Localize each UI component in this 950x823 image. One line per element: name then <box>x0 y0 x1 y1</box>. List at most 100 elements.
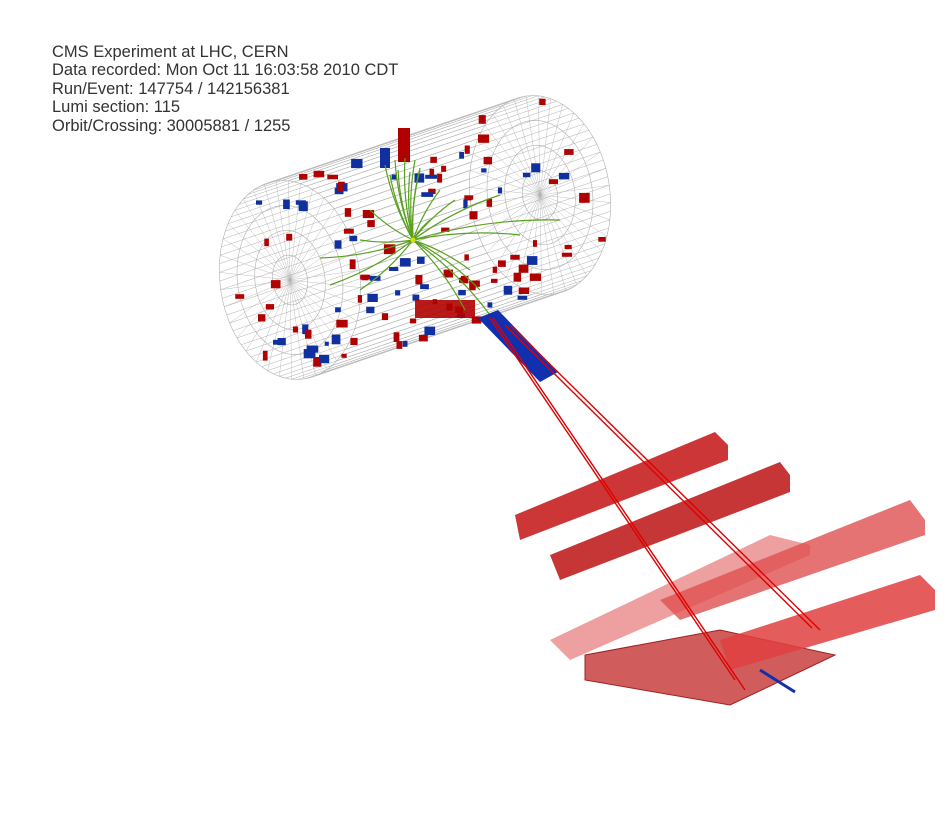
track <box>412 239 481 291</box>
track <box>412 194 501 241</box>
endcap-spoke <box>289 279 337 361</box>
hcal-deposit <box>463 199 468 209</box>
barrel-line <box>300 98 551 184</box>
endcap-spoke <box>470 194 541 205</box>
barrel-line <box>360 210 611 297</box>
track <box>412 239 491 316</box>
ecal-deposit <box>486 198 493 207</box>
hcal-deposit <box>497 187 503 194</box>
endcap-spoke <box>539 194 542 295</box>
track <box>397 169 414 241</box>
endcap-spoke <box>220 255 291 281</box>
hcal-deposit <box>487 302 493 308</box>
endcap-spoke <box>234 210 291 281</box>
ecal-deposit <box>299 174 308 180</box>
hcal-deposit <box>391 174 397 180</box>
ecal-deposit <box>492 266 498 273</box>
lumi-section-label: Lumi section: 115 <box>52 98 181 117</box>
track <box>412 232 521 241</box>
ecal-deposit <box>336 319 348 328</box>
endcap-spoke <box>505 194 541 278</box>
ecal-deposit <box>270 280 281 289</box>
hcal-deposit <box>526 256 538 265</box>
hcal-deposit <box>349 235 358 242</box>
hcal-deposit <box>256 200 263 205</box>
calorimeter-deposits <box>235 98 606 367</box>
hcal-deposit <box>481 168 487 173</box>
hcal-deposit <box>522 172 531 178</box>
orbit-crossing-label: Orbit/Crossing: 30005881 / 1255 <box>52 116 291 135</box>
muon-chamber <box>660 500 925 620</box>
ecal-deposit <box>393 332 400 342</box>
primary-vertex <box>410 237 416 243</box>
hcal-deposit <box>331 334 341 345</box>
ecal-deposit <box>460 275 469 284</box>
barrel-line <box>360 202 611 288</box>
hcal-deposit <box>324 341 329 346</box>
ecal-deposit <box>396 341 403 349</box>
hcal-deposit <box>399 258 411 267</box>
ecal-deposit <box>464 145 470 154</box>
barrel-line <box>226 229 477 316</box>
barrel-line <box>270 96 521 183</box>
barrel-line <box>359 219 610 305</box>
ecal-deposit <box>428 188 436 194</box>
charged-tracks <box>319 157 561 316</box>
ecal-deposit <box>313 357 322 367</box>
muon-chamber <box>515 432 728 540</box>
barrel-line <box>359 185 610 271</box>
endcap-spoke <box>222 238 291 281</box>
ecal-deposit <box>381 313 389 321</box>
barrel-line <box>342 136 594 223</box>
endcap-spoke <box>289 279 361 288</box>
ecal-deposit <box>327 174 338 180</box>
barrel-line <box>329 117 580 204</box>
track <box>412 199 456 241</box>
experiment-label: CMS Experiment at LHC, CERN <box>52 43 289 61</box>
endcap-spoke <box>469 187 541 196</box>
hcal-deposit <box>309 345 319 353</box>
track <box>359 239 414 243</box>
recorded-date-label: Data recorded: Mon Oct 11 16:03:58 2010 … <box>52 61 399 80</box>
endcap-spoke <box>275 180 291 281</box>
ecal-deposit <box>441 165 447 172</box>
endcap-spoke <box>245 279 291 352</box>
ecal-deposit <box>564 149 574 155</box>
ecal-deposit <box>383 244 396 255</box>
ecal-deposit <box>564 244 572 250</box>
hcal-deposit <box>421 192 434 197</box>
ecal-deposit <box>286 233 293 241</box>
track <box>319 239 414 259</box>
hcal-deposit <box>503 285 513 295</box>
ecal-deposit <box>513 272 522 282</box>
ecal-deposit <box>235 294 245 299</box>
muon-track <box>492 317 746 691</box>
ecal-deposit <box>361 274 369 281</box>
ecal-deposit <box>429 168 435 179</box>
ecal-deposit <box>265 304 274 310</box>
barrel-line <box>355 167 606 254</box>
ecal-deposit <box>518 264 529 273</box>
endcap-spoke <box>539 98 551 196</box>
ecal-deposit <box>510 254 520 260</box>
track <box>412 239 471 271</box>
muon-chamber <box>720 575 935 670</box>
barrel-line <box>306 100 557 187</box>
endcap-spoke <box>289 183 301 281</box>
ecal-deposit <box>469 280 476 291</box>
endcap-spoke <box>289 279 292 380</box>
endcap-spoke <box>539 194 611 203</box>
hcal-deposit <box>334 240 342 249</box>
ecal-deposit <box>471 316 482 324</box>
ecal-deposit <box>483 156 493 165</box>
hcal-deposit <box>420 284 429 290</box>
hcal-deposit <box>319 354 330 364</box>
endcap-spoke <box>539 168 606 196</box>
barrel-line <box>291 293 542 380</box>
endcap-spoke <box>539 104 563 196</box>
ecal-deposit <box>430 156 437 163</box>
ecal-deposit <box>498 260 506 267</box>
endcap-spoke <box>539 194 608 237</box>
track <box>359 239 414 291</box>
track <box>412 189 441 241</box>
